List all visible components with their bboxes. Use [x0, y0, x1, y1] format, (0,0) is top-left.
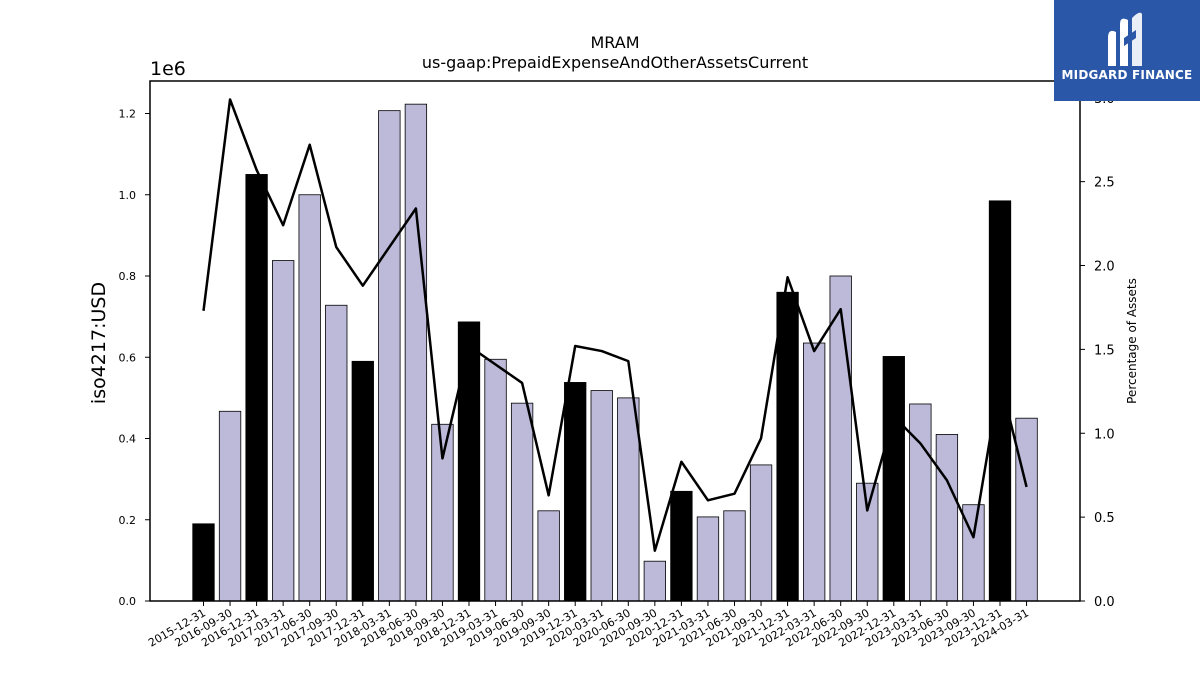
bar-2022-03-31: [803, 342, 826, 602]
bar-2021-06-30: [723, 510, 746, 602]
bar-2016-12-31: [245, 174, 268, 602]
y2-tick-label: 1.0: [1094, 427, 1115, 442]
bar-2022-12-31: [882, 356, 905, 602]
y-axis-label: iso4217:USD: [88, 282, 110, 404]
bar-2024-03-31: [1015, 417, 1038, 602]
bar-2018-12-31: [457, 321, 481, 602]
bar-2018-06-30: [404, 103, 428, 602]
bar-2019-09-30: [537, 510, 560, 602]
bar-2017-12-31: [351, 360, 374, 602]
bar-2020-06-30: [617, 397, 640, 602]
bar-2020-09-30: [643, 560, 666, 602]
bar-2023-06-30: [935, 434, 959, 602]
bar-2022-06-30: [829, 275, 852, 602]
bar-2018-03-31: [378, 110, 401, 602]
y2-tick-label: 2.5: [1094, 176, 1115, 191]
y-tick-label: 0.4: [119, 433, 137, 446]
bar-2021-09-30: [749, 464, 773, 602]
bar-2017-09-30: [325, 304, 348, 602]
y2-tick-label: 0.5: [1094, 511, 1115, 526]
y2-tick-label: 0.0: [1094, 595, 1115, 610]
midgard-logo-icon: [1108, 12, 1142, 67]
chart-title: MRAM: [590, 33, 639, 52]
bar-2023-03-31: [909, 403, 932, 602]
y-tick-label: 0.8: [119, 270, 137, 283]
bar-2017-03-31: [271, 260, 295, 602]
y2-tick-label: 2.0: [1094, 260, 1115, 275]
bar-2021-03-31: [696, 516, 720, 602]
y-scale-label: 1e6: [150, 58, 186, 80]
plot-frame: [149, 80, 1081, 602]
y2-axis-label: Percentage of Assets: [1125, 278, 1139, 404]
y-tick-label: 0.2: [119, 514, 137, 527]
bar-2020-12-31: [670, 490, 693, 602]
bar-2021-12-31: [776, 291, 799, 602]
y-tick-label: 0.6: [119, 351, 137, 364]
y-tick-label: 1.2: [119, 108, 137, 121]
chart-subtitle: us-gaap:PrepaidExpenseAndOtherAssetsCurr…: [422, 53, 808, 72]
bar-2017-06-30: [298, 194, 321, 602]
bar-2016-09-30: [218, 410, 242, 602]
logo-text: MIDGARD FINANCE: [1061, 68, 1193, 82]
bar-2019-06-30: [510, 402, 534, 602]
bar-2015-12-31: [192, 523, 215, 602]
y-tick-label: 0.0: [119, 595, 137, 608]
bar-2023-12-31: [988, 200, 1012, 602]
bar-2020-03-31: [590, 390, 613, 602]
y-tick-label: 1.0: [119, 189, 137, 202]
bar-2019-12-31: [564, 382, 587, 602]
midgard-finance-logo: MIDGARD FINANCE: [1054, 0, 1200, 101]
percentage-line: [202, 98, 1028, 552]
y2-tick-label: 1.5: [1094, 343, 1115, 358]
bar-2019-03-31: [484, 358, 507, 602]
